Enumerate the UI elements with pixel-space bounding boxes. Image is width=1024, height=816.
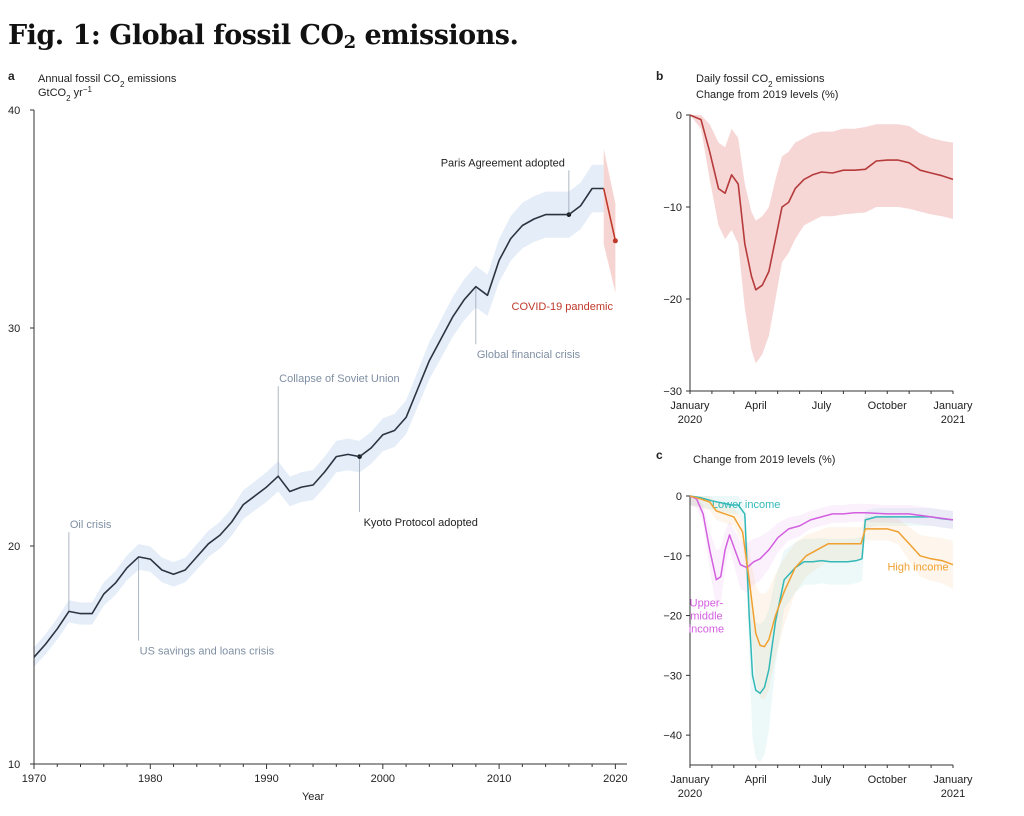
panel-a-x-axis-label: Year (302, 791, 325, 803)
panel-b-x-tick-label: January (670, 400, 710, 412)
panel-b-subtitle: Change from 2019 levels (%) (696, 89, 838, 101)
panel-c-letter: c (656, 448, 663, 462)
panel-b-y-tick-label: 0 (676, 110, 682, 122)
panel-a-y-tick-label: 20 (8, 541, 20, 553)
panel-c-series-label: middle (690, 611, 722, 623)
panel-c-y-tick-label: −40 (663, 730, 682, 742)
panel-a-event-label: Collapse of Soviet Union (279, 373, 399, 385)
panel-c-x-tick-label: January (933, 774, 973, 786)
panel-c-x-tick-label: October (868, 774, 907, 786)
panel-b-x-tick-year: 2020 (678, 414, 702, 426)
panel-a-covid-band (603, 148, 616, 293)
panel-a-y-tick-label: 10 (8, 759, 20, 771)
panel-a-series-line (33, 187, 604, 658)
panel-b-title: Daily fossil CO2 emissions (696, 73, 825, 89)
panel-a-x-tick-label: 2010 (487, 773, 511, 785)
panel-a-x-tick-label: 2020 (603, 773, 627, 785)
panel-a-covid-point (612, 238, 618, 244)
panel-b-x-tick-label: October (868, 400, 907, 412)
panel-b-x-tick-label: July (812, 400, 832, 412)
panel-c-y-tick-label: −30 (663, 670, 682, 682)
panel-b-x-tick-label: April (745, 400, 767, 412)
panel-a-event-label: Oil crisis (70, 519, 112, 531)
panel-c-series-line (689, 495, 954, 695)
panel-a-unit: GtCO2 yr−1 (38, 85, 92, 103)
panel-b-letter: b (656, 69, 663, 83)
panel-c-series-label: High income (887, 562, 948, 574)
panel-c-title: Change from 2019 levels (%) (693, 454, 835, 466)
panel-c-series-line (689, 495, 954, 581)
panel-c-y-tick-label: −20 (663, 611, 682, 623)
panel-c-x-tick-label: July (812, 774, 832, 786)
panel-c-series-label: income (689, 624, 724, 636)
figure-title: Fig. 1: Global fossil CO2 emissions. (8, 20, 519, 53)
panel-a-event-label: Paris Agreement adopted (441, 157, 565, 169)
panel-b-y-tick-label: −20 (663, 294, 682, 306)
panel-c-x-tick-label: January (670, 774, 710, 786)
panel-c-series-band (690, 496, 953, 609)
panel-a-covid-label: COVID-19 pandemic (512, 301, 614, 313)
panel-c-x-tick-year: 2020 (678, 788, 702, 800)
panel-b-y-tick-label: −30 (663, 386, 682, 398)
panel-a-event-label: Global financial crisis (477, 349, 581, 361)
panel-a-covid-line (602, 188, 617, 241)
panel-b-uncertainty-band (690, 115, 953, 364)
panel-c-y-tick-label: 0 (676, 491, 682, 503)
panel-c-chart: c Change from 2019 levels (%) January 2020 A… (656, 448, 973, 800)
panel-c-series-line (689, 495, 954, 648)
panel-a-x-tick-label: 1980 (138, 773, 162, 785)
panel-a-letter: a (8, 69, 15, 83)
panel-a-title: Annual fossil CO2 emissions (38, 73, 177, 89)
panel-c-series-band (690, 496, 953, 700)
panel-c-x-tick-year: 2021 (941, 788, 965, 800)
panel-a-x-tick-label: 1990 (254, 773, 278, 785)
panel-a-x-tick-label: 2000 (371, 773, 395, 785)
panel-c-series-label: Lower income (712, 499, 780, 511)
panel-c-series-band (690, 496, 953, 763)
panel-a-y-tick-label: 30 (8, 323, 20, 335)
panel-a-uncertainty-band (34, 164, 604, 667)
panel-b-series-line (689, 114, 954, 291)
panel-c-y-tick-label: −10 (663, 551, 682, 563)
panel-b-x-tick-label: January (933, 400, 973, 412)
panel-a-x-tick-label: 1970 (22, 773, 46, 785)
panel-a-event-label: US savings and loans crisis (140, 646, 275, 658)
panel-c-x-tick-label: April (745, 774, 767, 786)
panel-a-event-label: Kyoto Protocol adopted (364, 517, 478, 529)
panel-b-x-tick-year: 2021 (941, 414, 965, 426)
panel-a-y-tick-label: 40 (8, 105, 20, 117)
panel-c-series-label: Upper- (690, 598, 724, 610)
panel-b-y-tick-label: −10 (663, 202, 682, 214)
